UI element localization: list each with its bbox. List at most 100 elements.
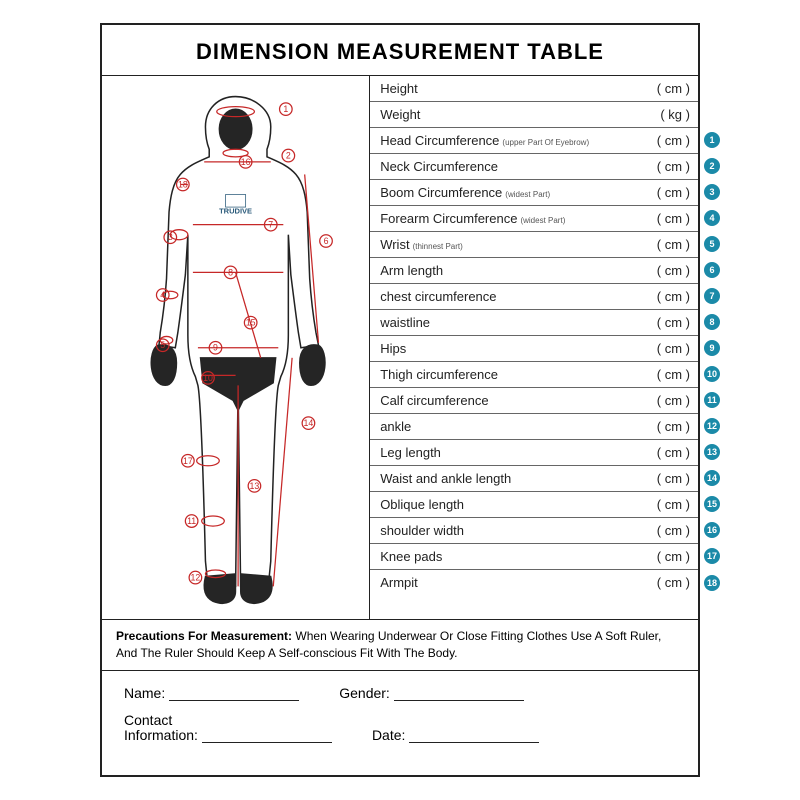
callout-num-2: 2	[286, 150, 291, 160]
row-label: Arm length	[380, 263, 657, 278]
contact-field[interactable]: Contact Information:	[124, 713, 332, 744]
row-badge: 10	[704, 366, 720, 382]
row-label: Head Circumference(upper Part Of Eyebrow…	[380, 133, 657, 148]
row-label: Oblique length	[380, 497, 657, 512]
table-row: Thigh circumference( cm )10	[370, 362, 698, 388]
row-unit: ( cm )	[657, 211, 690, 226]
row-label: Weight	[380, 107, 660, 122]
table-row: Knee pads( cm )17	[370, 544, 698, 570]
row-unit: ( cm )	[657, 549, 690, 564]
row-unit: ( cm )	[657, 393, 690, 408]
row-label: Armpit	[380, 575, 657, 590]
row-label: Waist and ankle length	[380, 471, 657, 486]
callout-num-8: 8	[228, 267, 233, 277]
row-label: Leg length	[380, 445, 657, 460]
page-title: DIMENSION MEASUREMENT TABLE	[102, 25, 698, 76]
content-area: TRUDIVE 12161837648	[102, 76, 698, 620]
callout-num-3: 3	[168, 232, 173, 242]
row-unit: ( cm )	[657, 133, 690, 148]
row-label: chest circumference	[380, 289, 657, 304]
row-unit: ( kg )	[660, 107, 690, 122]
table-row: Waist and ankle length( cm )14	[370, 466, 698, 492]
table-row: Armpit( cm )18	[370, 570, 698, 596]
row-unit: ( cm )	[657, 81, 690, 96]
callout-num-13: 13	[250, 480, 260, 490]
row-badge: 15	[704, 496, 720, 512]
callout-num-17: 17	[183, 455, 193, 465]
callout-num-1: 1	[283, 104, 288, 114]
table-row: Leg length( cm )13	[370, 440, 698, 466]
table-row: Oblique length( cm )15	[370, 492, 698, 518]
callout-num-16: 16	[241, 156, 251, 166]
measurement-page: DIMENSION MEASUREMENT TABLE TRUDIVE	[100, 23, 700, 778]
row-badge: 18	[704, 575, 720, 591]
row-badge: 8	[704, 314, 720, 330]
row-label: waistline	[380, 315, 657, 330]
row-label: Neck Circumference	[380, 159, 657, 174]
row-label: Thigh circumference	[380, 367, 657, 382]
precautions-text: Precautions For Measurement: When Wearin…	[102, 620, 698, 671]
row-label: Calf circumference	[380, 393, 657, 408]
table-row: Neck Circumference( cm )2	[370, 154, 698, 180]
callout-num-6: 6	[324, 236, 329, 246]
contact-label: Contact Information:	[124, 713, 198, 744]
row-badge: 9	[704, 340, 720, 356]
callout-num-9: 9	[213, 342, 218, 352]
row-label: Knee pads	[380, 549, 657, 564]
row-badge: 2	[704, 158, 720, 174]
row-label: Hips	[380, 341, 657, 356]
name-field[interactable]: Name:	[124, 685, 299, 701]
row-unit: ( cm )	[657, 289, 690, 304]
date-label: Date:	[372, 727, 405, 743]
row-badge: 6	[704, 262, 720, 278]
row-unit: ( cm )	[657, 315, 690, 330]
row-note: (widest Part)	[505, 190, 550, 199]
table-row: Head Circumference(upper Part Of Eyebrow…	[370, 128, 698, 154]
row-unit: ( cm )	[657, 341, 690, 356]
callout-num-10: 10	[203, 372, 213, 382]
row-label: Wrist(thinnest Part)	[380, 237, 657, 252]
row-note: (upper Part Of Eyebrow)	[502, 138, 589, 147]
gender-input-line[interactable]	[394, 685, 524, 701]
precautions-label: Precautions For Measurement:	[116, 629, 292, 643]
table-row: Wrist(thinnest Part)( cm )5	[370, 232, 698, 258]
row-badge: 4	[704, 210, 720, 226]
callout-num-5: 5	[160, 340, 165, 350]
row-badge: 14	[704, 470, 720, 486]
body-diagram: TRUDIVE 12161837648	[102, 76, 370, 619]
row-badge: 7	[704, 288, 720, 304]
row-note: (thinnest Part)	[413, 242, 463, 251]
row-unit: ( cm )	[657, 445, 690, 460]
row-label: Boom Circumference(widest Part)	[380, 185, 657, 200]
callout-num-11: 11	[187, 516, 196, 526]
row-label: shoulder width	[380, 523, 657, 538]
row-label: ankle	[380, 419, 657, 434]
row-note: (widest Part)	[520, 216, 565, 225]
form-area: Name: Gender: Contact Information: Date:	[102, 671, 698, 776]
row-unit: ( cm )	[657, 159, 690, 174]
date-field[interactable]: Date:	[372, 713, 539, 744]
callout-num-14: 14	[304, 418, 314, 428]
callout-num-12: 12	[191, 572, 201, 582]
row-unit: ( cm )	[657, 185, 690, 200]
table-row: chest circumference( cm )7	[370, 284, 698, 310]
body-svg: TRUDIVE 12161837648	[110, 84, 361, 611]
name-input-line[interactable]	[169, 685, 299, 701]
date-input-line[interactable]	[409, 727, 539, 743]
row-label: Height	[380, 81, 657, 96]
row-badge: 5	[704, 236, 720, 252]
row-unit: ( cm )	[657, 523, 690, 538]
callout-num-18: 18	[178, 179, 188, 189]
table-row: Forearm Circumference(widest Part)( cm )…	[370, 206, 698, 232]
callout-num-4: 4	[160, 290, 165, 300]
table-row: Arm length( cm )6	[370, 258, 698, 284]
contact-input-line[interactable]	[202, 727, 332, 743]
table-row: Hips( cm )9	[370, 336, 698, 362]
callout-num-15: 15	[246, 317, 256, 327]
table-row: Weight( kg )	[370, 102, 698, 128]
table-row: waistline( cm )8	[370, 310, 698, 336]
row-label: Forearm Circumference(widest Part)	[380, 211, 657, 226]
row-unit: ( cm )	[657, 471, 690, 486]
row-unit: ( cm )	[657, 419, 690, 434]
gender-field[interactable]: Gender:	[339, 685, 524, 701]
